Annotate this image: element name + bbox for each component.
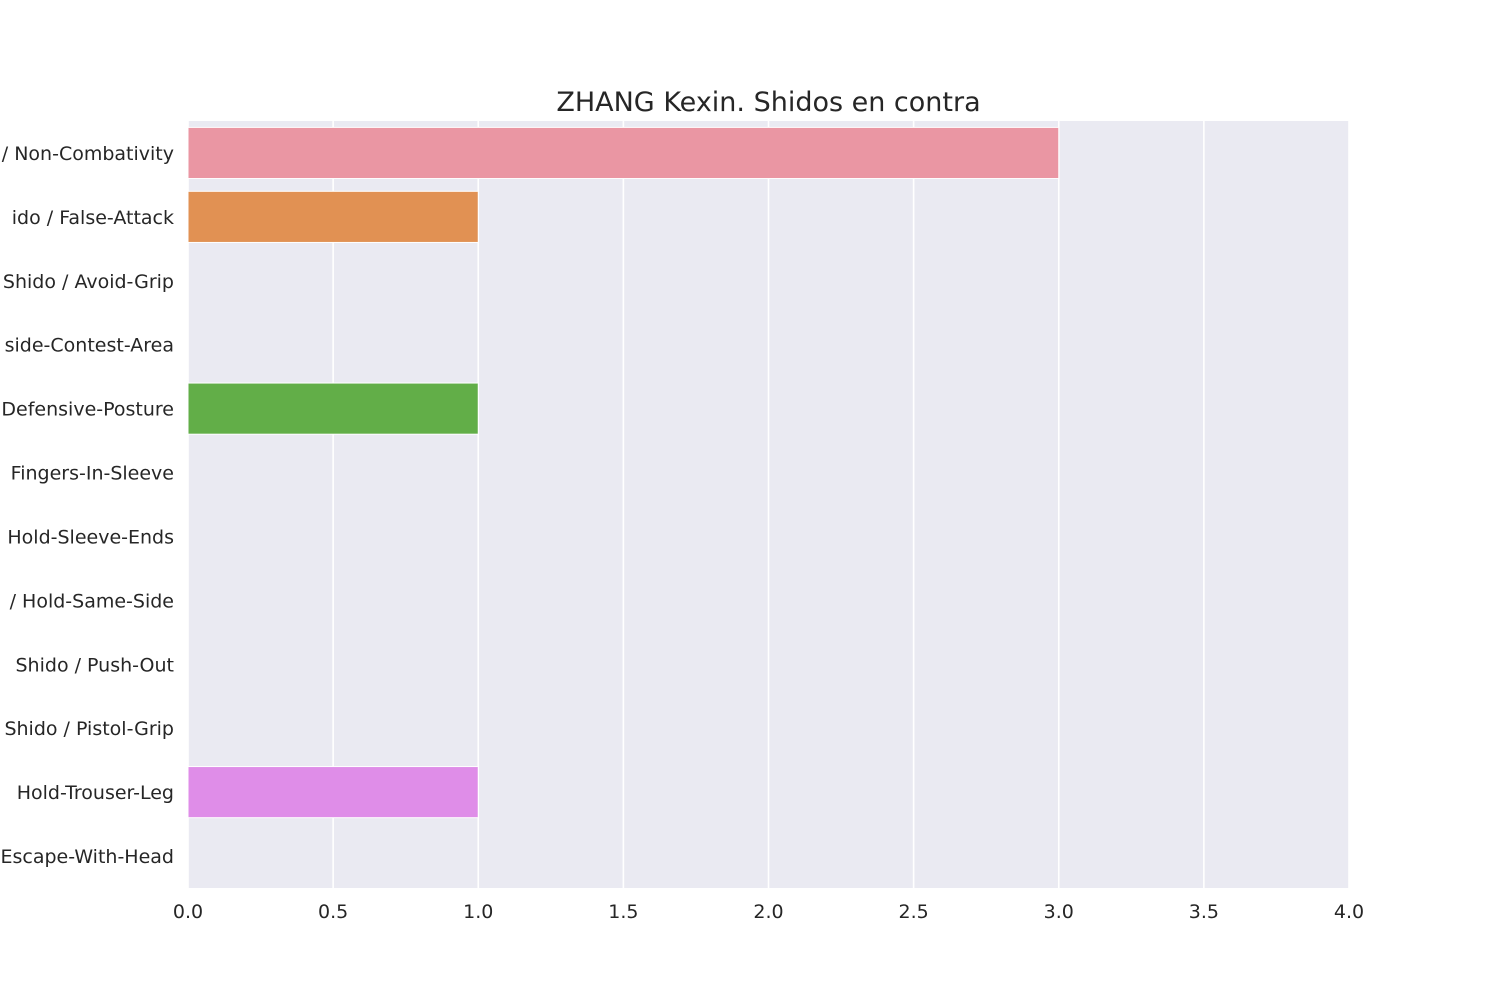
chart-title: ZHANG Kexin. Shidos en contra — [556, 87, 980, 118]
x-tick-label: 4.0 — [1334, 901, 1364, 923]
y-tick-label: Shido / Avoid-Grip — [3, 271, 174, 293]
y-tick-label: Defensive-Posture — [1, 399, 174, 421]
y-tick-labels: / Non-Combativity ido / False-Attack Shido… — [0, 143, 174, 868]
x-tick-label: 2.0 — [753, 901, 783, 923]
x-tick-label: 3.0 — [1044, 901, 1074, 923]
bars — [187, 126, 1060, 819]
y-tick-label: / Hold-Same-Side — [10, 590, 174, 612]
y-tick-label: side-Contest-Area — [5, 335, 174, 357]
x-tick-label: 2.5 — [899, 901, 929, 923]
y-tick-label: Hold-Trouser-Leg — [17, 782, 174, 804]
grid-lines — [187, 121, 1350, 888]
y-tick-label: Escape-With-Head — [0, 846, 174, 868]
x-tick-labels: 0.0 0.5 1.0 1.5 2.0 2.5 3.0 3.5 4.0 — [173, 901, 1364, 923]
y-tick-label: Hold-Sleeve-Ends — [7, 526, 174, 548]
bar — [187, 382, 479, 435]
y-tick-label: Shido / Push-Out — [16, 654, 175, 676]
bar — [187, 766, 479, 819]
x-tick-label: 0.5 — [318, 901, 348, 923]
y-tick-label: Fingers-In-Sleeve — [11, 463, 174, 485]
x-tick-label: 3.5 — [1189, 901, 1219, 923]
y-tick-label: Shido / Pistol-Grip — [4, 718, 174, 740]
y-tick-label: / Non-Combativity — [2, 143, 174, 165]
x-tick-label: 1.0 — [463, 901, 493, 923]
bar — [187, 126, 1060, 180]
bar — [187, 190, 479, 243]
x-tick-label: 1.5 — [608, 901, 638, 923]
x-tick-label: 0.0 — [173, 901, 203, 923]
y-tick-label: ido / False-Attack — [12, 207, 174, 229]
